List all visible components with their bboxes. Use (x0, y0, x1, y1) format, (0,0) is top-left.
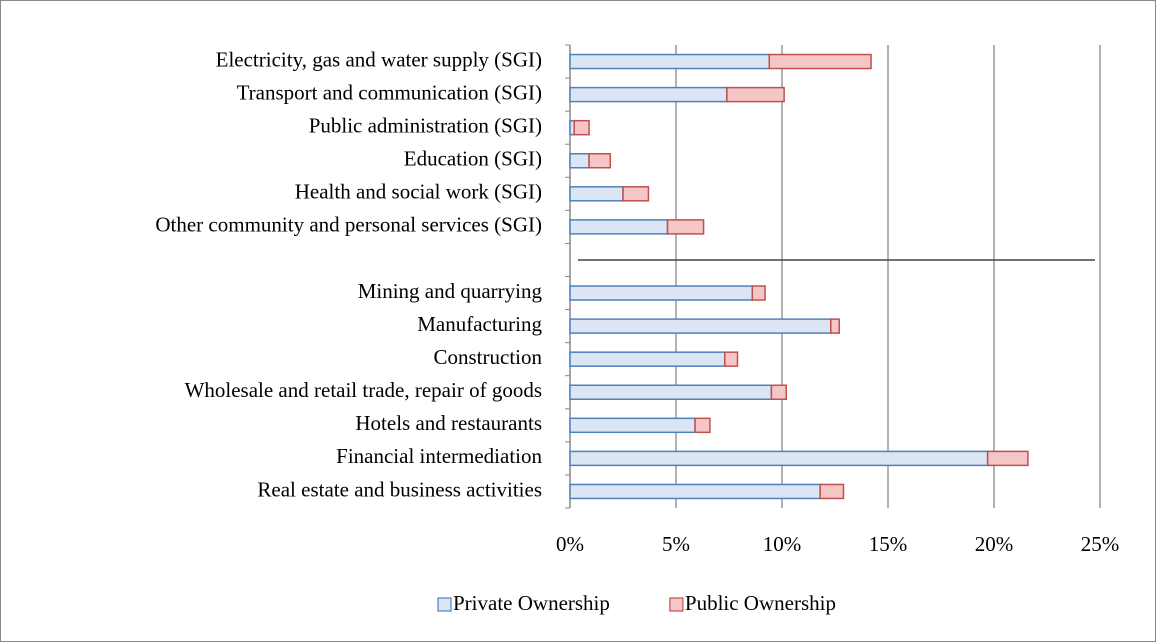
y-tick-label: Education (SGI) (404, 147, 542, 171)
bar (768, 53, 872, 70)
bar (569, 285, 754, 301)
bar (726, 86, 785, 103)
bar (694, 417, 711, 434)
legend-swatch (437, 597, 452, 612)
bar (666, 219, 705, 235)
bar (569, 483, 821, 500)
y-tick-label: Hotels and restaurants (355, 411, 542, 435)
bar (588, 153, 612, 169)
legend-label: Private Ownership (453, 591, 610, 615)
legend-label: Public Ownership (685, 591, 836, 615)
bar (569, 450, 989, 467)
bar (569, 417, 696, 434)
bar (569, 351, 726, 367)
y-tick-label: Construction (434, 345, 543, 369)
x-tick-label: 20% (975, 532, 1014, 556)
bar (770, 384, 787, 400)
bar (569, 318, 832, 334)
bar (724, 351, 739, 367)
x-tick-label: 0% (556, 532, 584, 556)
y-tick-label: Wholesale and retail trade, repair of go… (185, 378, 542, 402)
bar (569, 53, 771, 70)
y-tick-label: Health and social work (SGI) (295, 180, 542, 204)
y-tick-label: Mining and quarrying (358, 279, 543, 303)
y-tick-label: Real estate and business activities (257, 477, 542, 501)
bar (569, 186, 624, 202)
x-tick-label: 25% (1081, 532, 1120, 556)
bar (569, 86, 728, 103)
x-tick-label: 10% (763, 532, 802, 556)
bar (819, 483, 845, 500)
y-tick-label: Electricity, gas and water supply (SGI) (216, 47, 542, 71)
y-tick-label: Public administration (SGI) (309, 113, 542, 137)
bar (830, 318, 840, 334)
bar (986, 450, 1029, 467)
bar (622, 186, 650, 202)
x-tick-label: 15% (869, 532, 908, 556)
bar (569, 153, 590, 169)
y-tick-label: Transport and communication (SGI) (237, 80, 542, 104)
legend-swatch (669, 597, 684, 612)
x-tick-label: 5% (662, 532, 690, 556)
bar (569, 384, 773, 400)
y-tick-label: Other community and personal services (S… (155, 213, 542, 237)
bar (573, 119, 590, 136)
bar (569, 219, 669, 235)
y-tick-label: Financial intermediation (336, 444, 542, 468)
y-tick-label: Manufacturing (417, 312, 542, 336)
bar (751, 285, 766, 301)
